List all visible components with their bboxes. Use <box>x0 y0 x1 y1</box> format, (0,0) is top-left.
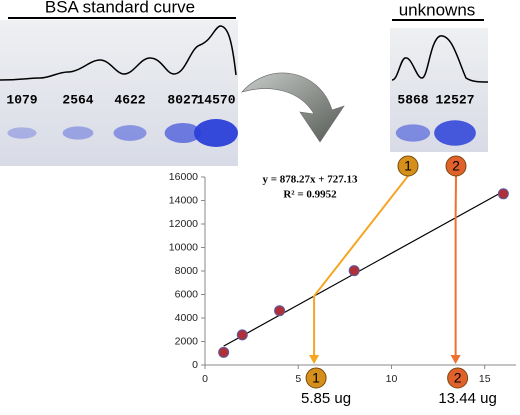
badge <box>447 367 469 389</box>
badge-label: 2 <box>452 158 460 174</box>
x-tick-label: 5 <box>295 373 301 385</box>
result-arrow <box>313 175 409 357</box>
gel-band <box>434 120 476 146</box>
gel-band <box>7 127 37 139</box>
gel-band <box>395 124 431 142</box>
band-value: 1079 <box>6 92 37 107</box>
gel-band <box>194 119 238 147</box>
badge-label: 2 <box>454 370 462 386</box>
badge-label: 1 <box>404 158 412 174</box>
result-label: 5.85 ug <box>301 390 351 407</box>
arrowhead <box>309 355 320 364</box>
trendline <box>223 190 504 347</box>
gel-band <box>164 123 202 143</box>
band-value: 12527 <box>435 92 474 107</box>
r-squared: R² = 0.9952 <box>283 189 337 201</box>
data-point <box>218 346 230 358</box>
data-point <box>236 329 248 341</box>
curved-arrow <box>241 72 345 143</box>
y-tick-label: 0 <box>192 359 198 371</box>
x-tick-label: 15 <box>479 373 491 385</box>
standards-gel <box>0 20 238 166</box>
data-point <box>497 188 509 200</box>
y-tick-label: 8000 <box>175 265 199 277</box>
y-tick-label: 2000 <box>175 335 199 347</box>
badge <box>397 155 419 177</box>
y-tick-label: 6000 <box>175 288 199 300</box>
y-tick-label: 16000 <box>169 171 198 183</box>
x-tick-label: 0 <box>202 373 208 385</box>
y-tick-label: 4000 <box>175 312 199 324</box>
band-value: 14570 <box>196 92 235 107</box>
x-tick-label: 10 <box>386 373 398 385</box>
arrowhead <box>450 355 461 364</box>
band-value: 4622 <box>114 92 145 107</box>
band-value: 2564 <box>62 92 93 107</box>
standards-title: BSA standard curve <box>45 0 195 16</box>
data-point <box>274 305 286 317</box>
band-value: 5868 <box>397 92 428 107</box>
data-point <box>348 265 360 277</box>
badge <box>305 367 327 389</box>
y-tick-label: 10000 <box>169 241 198 253</box>
y-tick-label: 12000 <box>169 218 198 230</box>
result-label: 13.44 ug <box>438 390 496 407</box>
badge-label: 1 <box>312 370 320 386</box>
gel-band <box>113 125 147 141</box>
unknowns-title: unknowns <box>399 0 476 19</box>
badge <box>445 155 467 177</box>
gel-band <box>62 126 94 140</box>
trendline-equation: y = 878.27x + 727.13 <box>262 174 358 186</box>
band-value: 8027 <box>167 92 198 107</box>
y-tick-label: 14000 <box>169 194 198 206</box>
densitometry-trace <box>0 25 237 81</box>
densitometry-trace <box>391 35 489 83</box>
